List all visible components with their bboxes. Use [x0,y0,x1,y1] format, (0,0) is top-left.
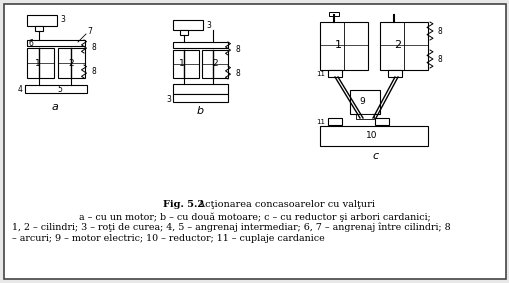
Text: a – cu un motor; b – cu două motoare; c – cu reductor şi arbori cardanici;: a – cu un motor; b – cu două motoare; c … [79,212,430,222]
Text: – arcuri; 9 – motor electric; 10 – reductor; 11 – cuplaje cardanice: – arcuri; 9 – motor electric; 10 – reduc… [12,234,324,243]
Bar [327,70,342,77]
Bar [25,85,87,93]
Bar [27,40,85,46]
Bar [328,12,338,16]
Text: 8: 8 [437,27,442,35]
Text: 8: 8 [236,44,240,53]
Bar [173,42,228,48]
Text: 5: 5 [57,85,62,95]
Bar [58,48,85,78]
Bar [180,30,188,35]
Bar [173,84,228,94]
Text: 8: 8 [92,68,97,76]
Text: 8: 8 [92,42,97,52]
Bar [319,22,367,70]
Text: 3: 3 [206,20,210,29]
Text: 11: 11 [316,71,324,77]
Bar [374,118,388,125]
Text: 1: 1 [334,40,341,50]
Text: c: c [372,151,378,161]
Bar [173,50,199,78]
Bar [349,90,379,114]
Bar [202,50,228,78]
Text: 8: 8 [437,55,442,63]
Bar [173,20,203,30]
Text: Fig. 5.2: Fig. 5.2 [163,200,204,209]
Text: 6: 6 [29,38,34,48]
Text: 8: 8 [236,68,240,78]
Text: a: a [51,102,59,112]
Text: 10: 10 [365,132,377,140]
Text: 2: 2 [393,40,401,50]
Bar [27,15,57,26]
Bar [327,118,342,125]
Text: 4: 4 [18,85,23,95]
Bar [355,114,373,119]
Text: 2: 2 [68,59,74,68]
Bar [27,48,54,78]
Text: 1, 2 – cilindri; 3 – roţi de curea; 4, 5 – angrenaj intermediar; 6, 7 – angrenaj: 1, 2 – cilindri; 3 – roţi de curea; 4, 5… [12,223,450,233]
Text: 2: 2 [212,59,217,68]
Text: 3: 3 [60,16,65,25]
Text: 9: 9 [358,98,364,106]
Bar [319,126,427,146]
Text: 1: 1 [35,59,41,68]
Text: 11: 11 [316,119,324,125]
Text: 3: 3 [166,95,171,104]
Text: 1: 1 [179,59,185,68]
Bar [35,26,43,31]
Text: 7: 7 [87,27,92,37]
Bar [379,22,427,70]
Text: b: b [196,106,203,116]
Bar [387,70,401,77]
Bar [173,94,228,102]
Text: Acţionarea concasoarelor cu valţuri: Acţionarea concasoarelor cu valţuri [194,200,374,209]
